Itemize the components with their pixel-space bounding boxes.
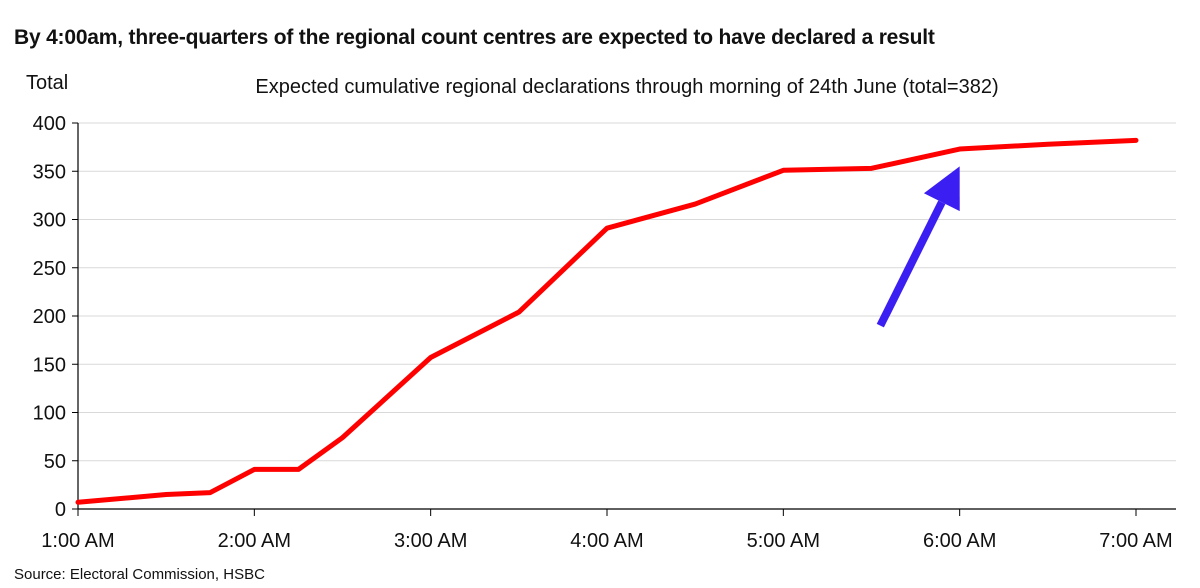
x-tick-label-7: 7:00 AM xyxy=(1099,530,1172,552)
headline: By 4:00am, three-quarters of the regiona… xyxy=(14,26,935,49)
x-tick-label-5: 5:00 AM xyxy=(747,530,820,552)
x-tick-label-4: 4:00 AM xyxy=(570,530,643,552)
x-tick-label-1: 1:00 AM xyxy=(41,530,114,552)
series-layer xyxy=(75,137,1139,505)
y-tick-label-350: 350 xyxy=(33,161,66,183)
series-line-0 xyxy=(75,137,1139,505)
x-tick-labels: 1:00 AM 2:00 AM 3:00 AM 4:00 AM 5:00 AM 6:00 … xyxy=(41,530,1172,552)
x-tick-label-3: 3:00 AM xyxy=(394,530,467,552)
x-tick-label-2: 2:00 AM xyxy=(218,530,291,552)
source-note: Source: Electoral Commission, HSBC xyxy=(14,566,265,583)
arrow-shaft-0 xyxy=(876,200,946,328)
axes xyxy=(72,122,1176,516)
y-tick-label-400: 400 xyxy=(33,113,66,135)
y-tick-label-150: 150 xyxy=(33,354,66,376)
chart-title: Expected cumulative regional declaration… xyxy=(255,76,998,98)
y-tick-label-100: 100 xyxy=(33,403,66,425)
annotation-layer xyxy=(876,166,960,328)
y-tick-label-250: 250 xyxy=(33,258,66,280)
y-tick-label-0: 0 xyxy=(55,499,66,521)
arrow-head-0 xyxy=(923,166,960,212)
y-tick-labels: 0 50 100 150 200 250 300 350 400 xyxy=(33,113,66,521)
y-tick-label-300: 300 xyxy=(33,210,66,232)
y-tick-label-200: 200 xyxy=(33,306,66,328)
y-tick-label-50: 50 xyxy=(44,451,66,473)
grid-lines xyxy=(78,122,1176,462)
y-axis-label: Total xyxy=(26,72,68,94)
x-tick-label-6: 6:00 AM xyxy=(923,530,996,552)
